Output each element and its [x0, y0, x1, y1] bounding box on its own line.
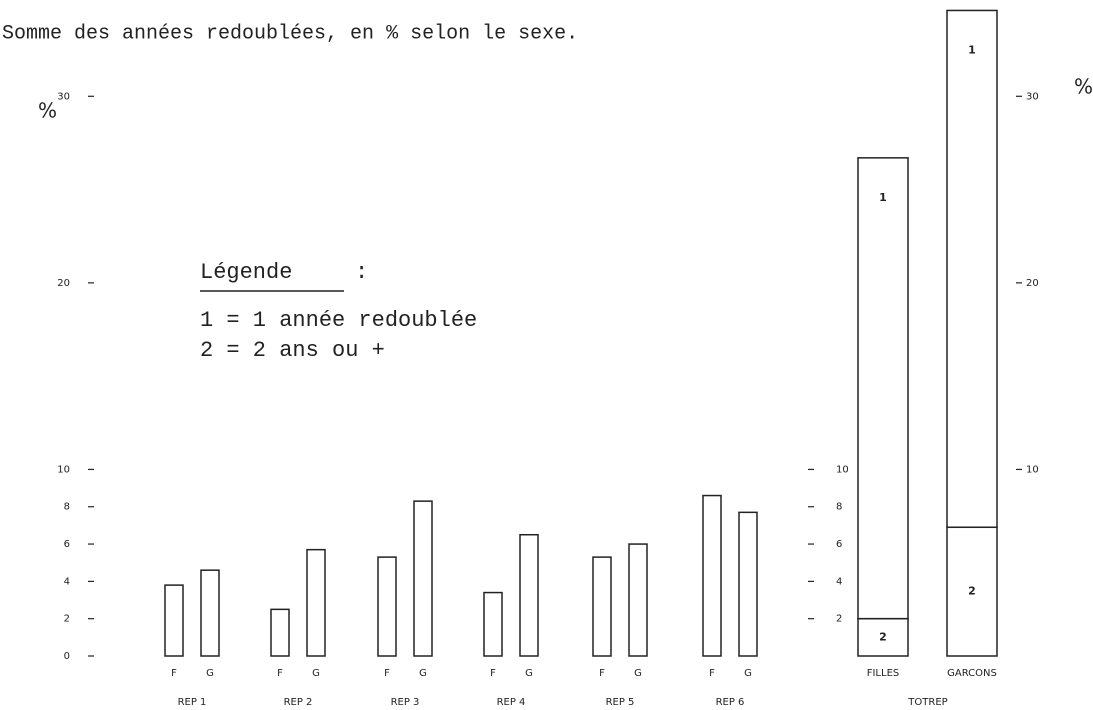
x-tick-label: FILLES — [867, 668, 900, 679]
x-axis-label: TOTREP — [907, 697, 947, 708]
x-tick-label: GARCONS — [947, 668, 997, 679]
series-label: F — [709, 668, 715, 679]
y-tick-label: 2 — [836, 614, 842, 625]
segment-label: 2 — [879, 630, 887, 643]
y-tick-label: 10 — [57, 464, 70, 475]
bar — [628, 543, 648, 657]
y-tick-label: 30 — [1026, 91, 1039, 102]
legend-title: Légende — [200, 260, 292, 285]
y-tick-label: 4 — [64, 576, 70, 587]
bar-segment — [857, 157, 909, 620]
series-label: G — [744, 668, 752, 679]
y-tick-label: 8 — [836, 502, 842, 513]
y-axis-label: % — [1074, 75, 1093, 99]
legend: Légende : 1 = 1 année redoublée 2 = 2 an… — [200, 260, 477, 363]
chart-title: Somme des années redoublées, en % selon … — [2, 22, 578, 45]
bar — [270, 608, 290, 657]
y-tick-label: 2 — [64, 614, 70, 625]
y-tick-label: 10 — [836, 464, 849, 475]
series-label: F — [490, 668, 496, 679]
series-label: G — [206, 668, 214, 679]
legend-colon: : — [355, 260, 368, 285]
y-tick-label: 8 — [64, 502, 70, 513]
bar — [413, 500, 433, 657]
bar — [519, 533, 539, 657]
y-tick-label: 30 — [57, 91, 70, 102]
y-tick-label: 10 — [1026, 464, 1039, 475]
bar — [702, 494, 722, 657]
segment-label: 2 — [968, 585, 976, 598]
series-label: F — [599, 668, 605, 679]
series-label: G — [312, 668, 320, 679]
y-tick-label: 0 — [64, 651, 70, 662]
series-label: G — [419, 668, 427, 679]
bar — [483, 591, 503, 657]
y-tick-label: 20 — [1026, 278, 1039, 289]
series-label: G — [525, 668, 533, 679]
x-tick-label: REP 1 — [178, 697, 207, 708]
segment-label: 1 — [968, 43, 976, 56]
y-tick-label: 6 — [64, 539, 70, 550]
y-tick-label: 4 — [836, 576, 842, 587]
x-tick-label: REP 5 — [606, 697, 635, 708]
x-tick-label: REP 3 — [391, 697, 420, 708]
series-label: F — [277, 668, 283, 679]
series-label: F — [171, 668, 177, 679]
x-tick-label: REP 6 — [716, 697, 745, 708]
bar — [377, 556, 397, 657]
series-label: F — [384, 668, 390, 679]
x-tick-label: REP 2 — [284, 697, 313, 708]
legend-entry: 2 = 2 ans ou + — [200, 338, 385, 363]
y-axis-label: % — [38, 99, 57, 123]
legend-entry: 1 = 1 année redoublée — [200, 308, 477, 333]
bar — [738, 511, 758, 657]
bar-segment — [946, 9, 998, 529]
series-label: G — [634, 668, 642, 679]
bar — [200, 569, 220, 657]
bar — [164, 584, 184, 657]
bar — [306, 548, 326, 657]
segment-label: 1 — [879, 191, 887, 204]
x-tick-label: REP 4 — [497, 697, 526, 708]
bar — [592, 556, 612, 657]
y-tick-label: 6 — [836, 539, 842, 550]
y-tick-label: 20 — [57, 278, 70, 289]
